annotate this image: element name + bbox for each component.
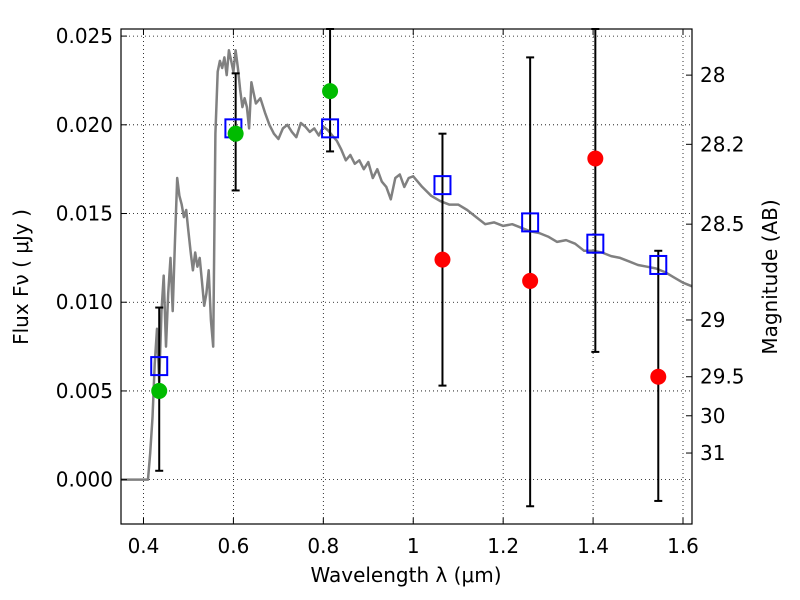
x-tick-label: 1 [407, 534, 420, 558]
spectrum-line [121, 49, 693, 481]
right-tick-label: 28.5 [700, 212, 745, 236]
right-tick-label: 30 [700, 404, 725, 428]
x-tick-label: 0.8 [307, 534, 339, 558]
x-tick-label: 1.2 [487, 534, 519, 558]
red-dot-marker [650, 368, 667, 385]
red-dot-marker [522, 272, 539, 289]
red-dot-marker [434, 251, 451, 268]
model-spectrum [121, 49, 693, 481]
blue-square-marker [150, 356, 169, 377]
x-axis-label: Wavelength λ (μm) [310, 563, 501, 587]
blue-square-marker [586, 233, 605, 254]
blue-square-marker [433, 175, 452, 196]
x-tick-label: 0.6 [217, 534, 249, 558]
y-tick-label: 0.000 [56, 468, 113, 492]
right-tick-label: 31 [700, 441, 725, 465]
blue-square-marker [521, 212, 540, 233]
right-tick-label: 28.2 [700, 132, 745, 156]
right-tick-label: 29.5 [700, 365, 745, 389]
x-tick-label: 1.6 [667, 534, 699, 558]
blue-square-marker [649, 254, 668, 275]
y-tick-label: 0.005 [56, 379, 113, 403]
green-dot-marker [151, 382, 168, 399]
y-tick-label: 0.015 [56, 202, 113, 226]
red-dot-marker [587, 150, 604, 167]
right-tick-label: 28 [700, 63, 725, 87]
right-tick-label: 29 [700, 308, 725, 332]
plot-background [121, 29, 692, 524]
y-tick-label: 0.020 [56, 113, 113, 137]
x-tick-label: 0.4 [128, 534, 160, 558]
y-axis-ticks: 0.000 0.005 0.010 0.015 0.020 0.025 [56, 24, 127, 492]
green-dot-marker [227, 125, 244, 142]
y-tick-label: 0.025 [56, 24, 113, 48]
green-dot-marker [322, 83, 339, 100]
blue-square-marker [321, 118, 340, 139]
data-markers [150, 83, 668, 399]
grid-lines [121, 29, 692, 524]
x-tick-label: 1.4 [577, 534, 609, 558]
y-axis-label: Flux Fν ( μJy ) [9, 209, 33, 345]
y-tick-label: 0.010 [56, 290, 113, 314]
plot-frame [120, 28, 693, 525]
right-axis-ticks: 28 28.2 28.5 29 29.5 30 31 [686, 63, 745, 465]
right-axis-label: Magnitude (AB) [758, 199, 782, 354]
x-axis-ticks: 0.4 0.6 0.8 1 1.2 1.4 1.6 [128, 29, 699, 558]
